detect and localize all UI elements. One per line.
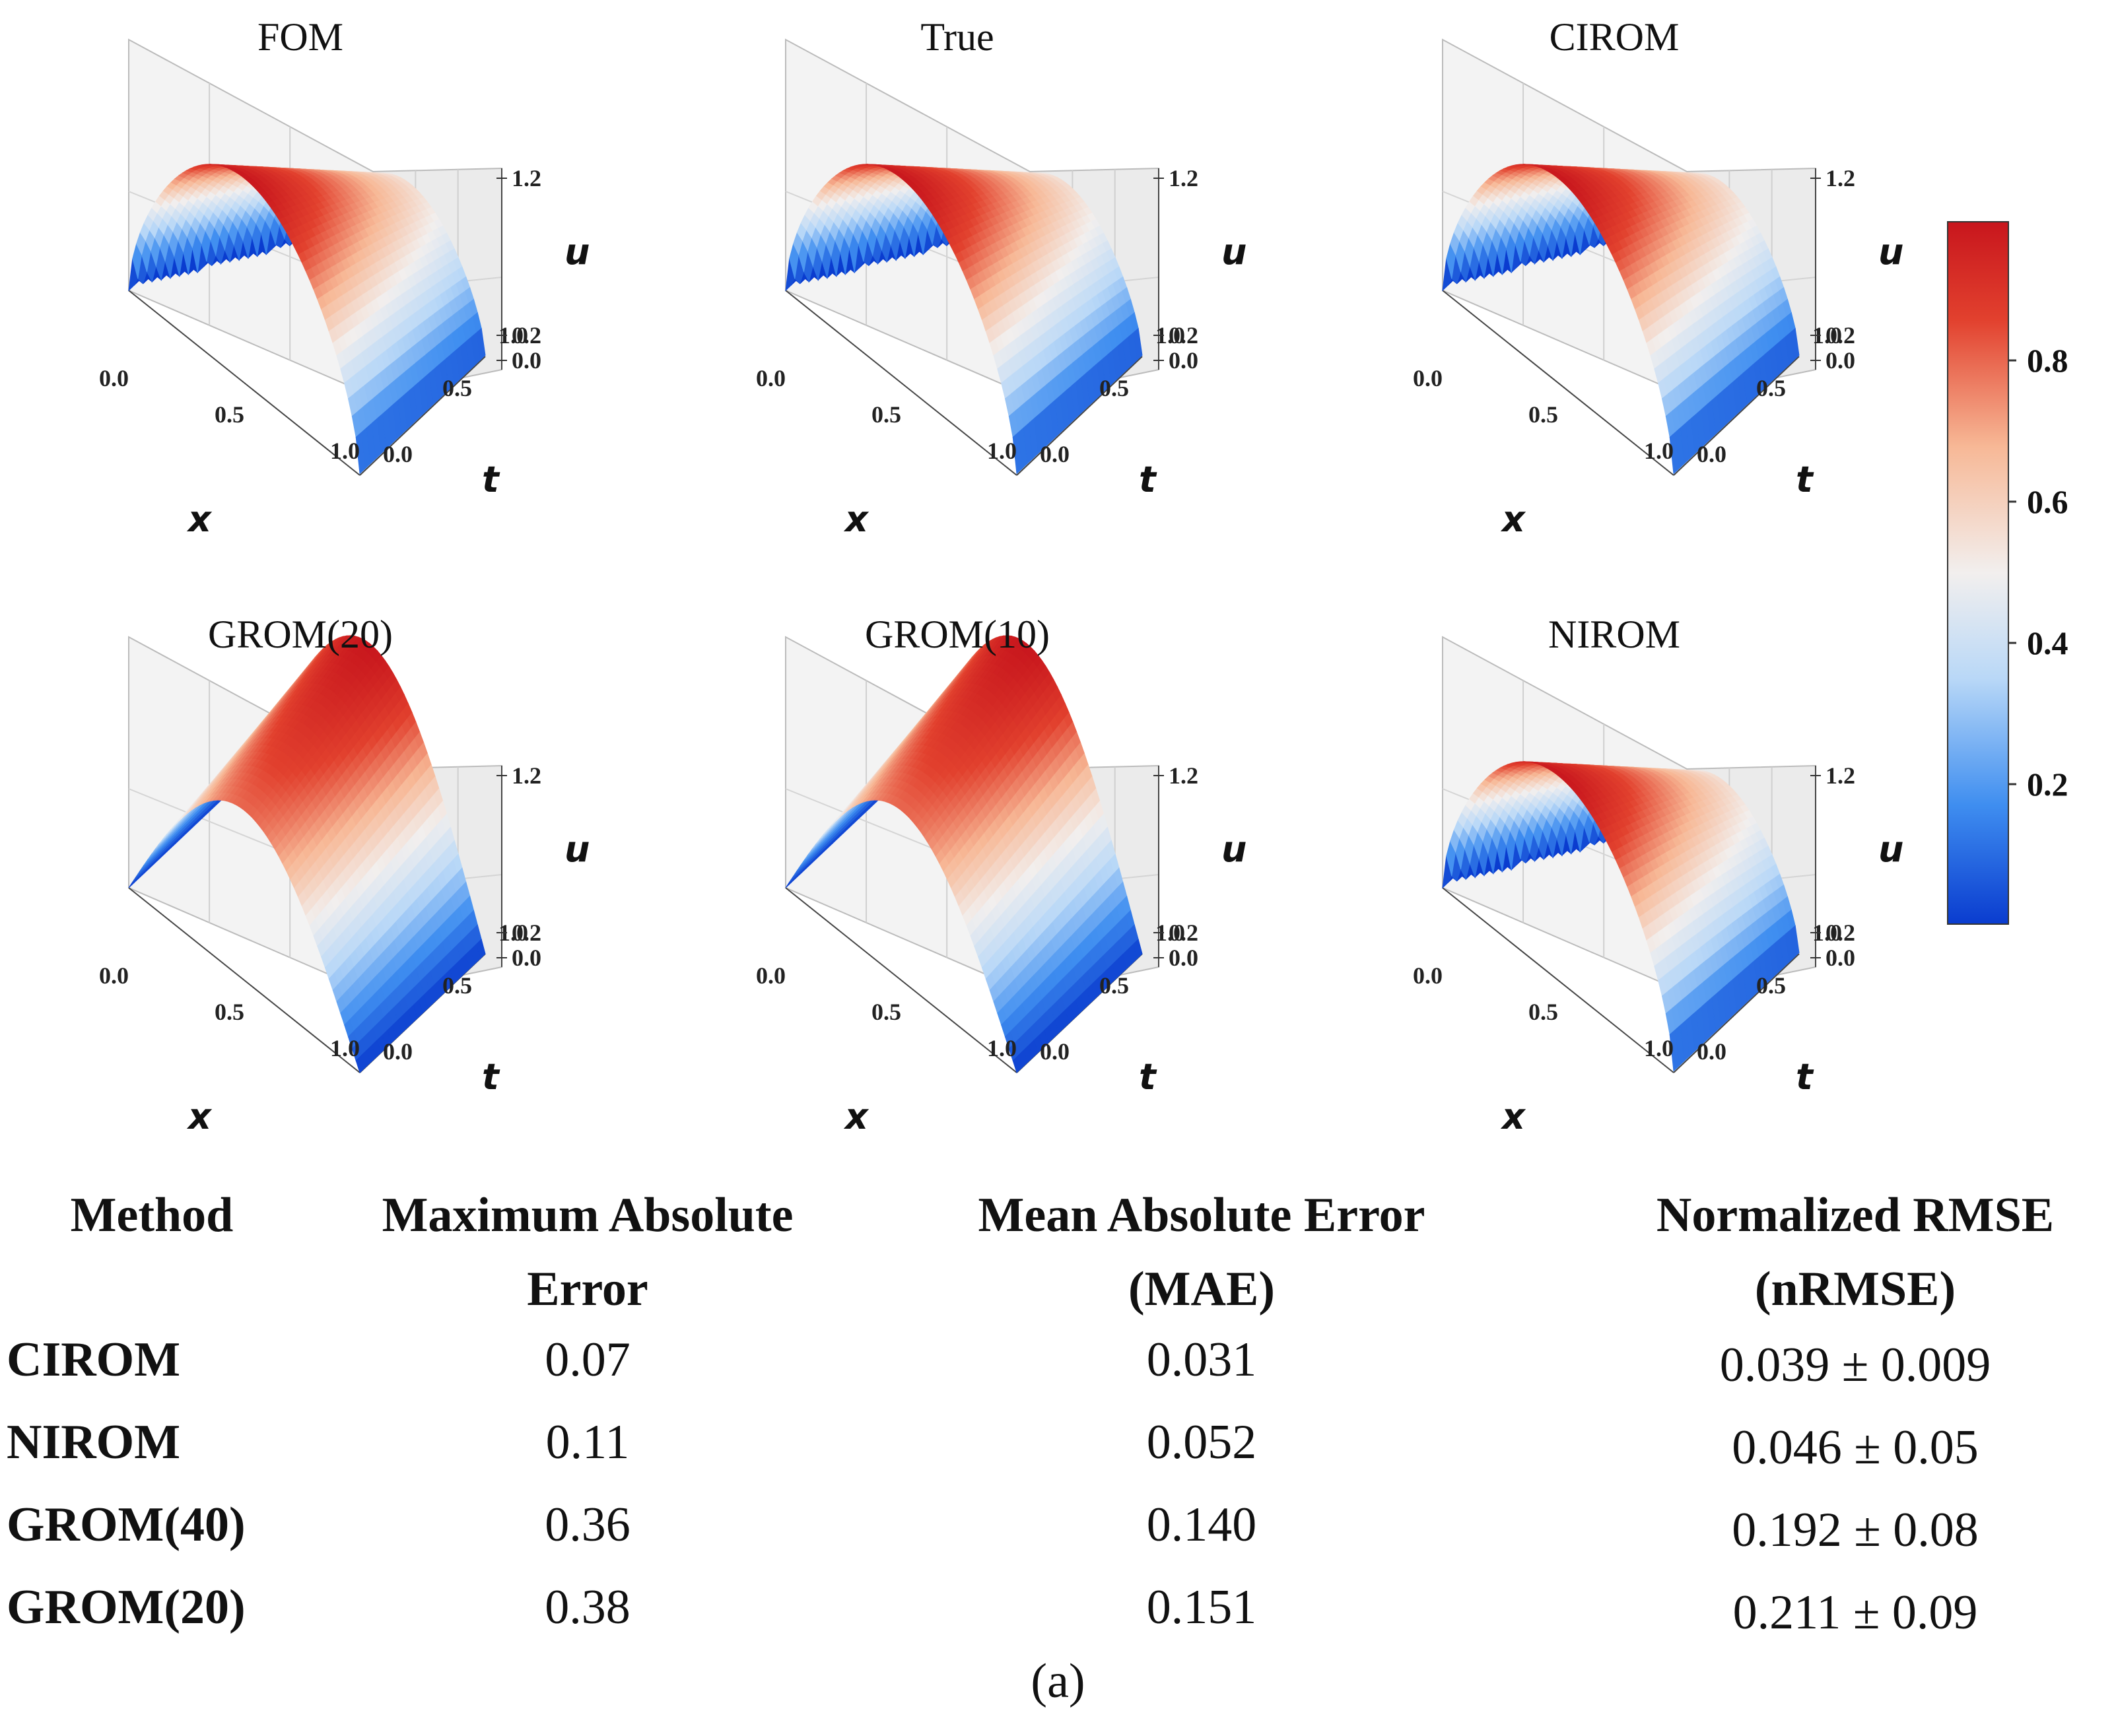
t-axis-label: t bbox=[1796, 459, 1814, 500]
x-axis-label: x bbox=[186, 498, 213, 540]
t-axis-line bbox=[359, 356, 486, 476]
t-axis-label: t bbox=[482, 459, 500, 500]
t-tick-label: 0.5 bbox=[1756, 375, 1786, 401]
x-tick-label: 0.5 bbox=[871, 401, 901, 428]
t-tick-label: 0.5 bbox=[442, 375, 472, 401]
x-tick-label: 0.0 bbox=[99, 365, 129, 391]
u-tick-label: 0.2 bbox=[1169, 322, 1198, 349]
x-axis-label: x bbox=[1500, 498, 1526, 540]
u-tick-label: 0.2 bbox=[1826, 322, 1855, 349]
x-tick-label: 1.0 bbox=[330, 438, 360, 464]
t-tick-label: 0.0 bbox=[1697, 441, 1726, 467]
u-axis-label: u bbox=[1878, 231, 1903, 273]
figure: 0.0 0.5 1.0 0.0 0.5 1.0 0.0 0.2 1.2 x t u 0.0 0.5 1.0 0… bbox=[99, 15, 2068, 1137]
u-axis-label: u bbox=[1221, 231, 1246, 273]
u-tick-label: 0.0 bbox=[1826, 347, 1855, 374]
x-axis-label: x bbox=[843, 498, 870, 540]
t-axis-label: t bbox=[1139, 459, 1157, 500]
u-axis-label: u bbox=[564, 231, 590, 273]
u-tick-label: 1.2 bbox=[1826, 165, 1855, 191]
x-tick-label: 0.0 bbox=[1413, 365, 1443, 391]
x-tick-label: 1.0 bbox=[1644, 438, 1674, 464]
x-tick-label: 0.0 bbox=[756, 365, 786, 391]
t-tick-label: 0.0 bbox=[383, 441, 413, 467]
x-tick-label: 1.0 bbox=[987, 438, 1017, 464]
u-tick-label: 1.2 bbox=[512, 165, 541, 191]
t-tick-label: 0.0 bbox=[1040, 441, 1070, 467]
x-tick-label: 0.5 bbox=[215, 401, 244, 428]
t-tick-label: 0.5 bbox=[1099, 375, 1129, 401]
x-tick-label: 0.5 bbox=[1528, 401, 1558, 428]
u-tick-label: 0.0 bbox=[512, 347, 541, 374]
u-tick-label: 0.0 bbox=[1169, 347, 1198, 374]
u-tick-label: 1.2 bbox=[1169, 165, 1198, 191]
x-axis-line bbox=[128, 290, 360, 476]
u-tick-label: 0.2 bbox=[512, 322, 541, 349]
